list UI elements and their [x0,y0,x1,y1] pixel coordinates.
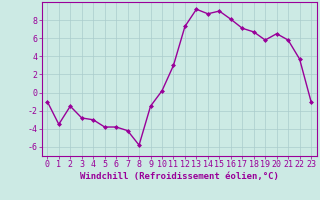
X-axis label: Windchill (Refroidissement éolien,°C): Windchill (Refroidissement éolien,°C) [80,172,279,181]
